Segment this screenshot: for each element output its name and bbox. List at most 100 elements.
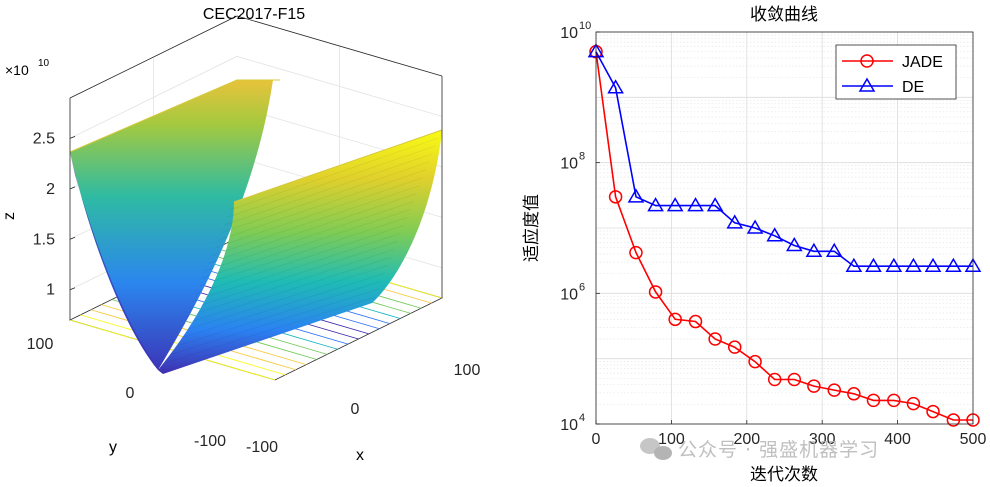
svg-text:×10: ×10: [5, 62, 29, 78]
surface-stripe: [230, 137, 439, 211]
y-tick-base: 10: [560, 25, 578, 42]
x-tick-label: 400: [884, 431, 911, 448]
legend-marker-triangle: [858, 77, 876, 92]
legend-item-jade: JADE: [842, 54, 943, 71]
surface-stripe: [186, 248, 395, 318]
watermark-text: 公众号 · 强盛机器学习: [678, 439, 879, 461]
wechat-icon: [640, 438, 672, 460]
data-point-jade: [767, 372, 782, 387]
data-point-de: [647, 197, 664, 212]
data-point-jade: [787, 372, 802, 387]
z-gridline: [69, 55, 443, 139]
data-point-de: [746, 219, 764, 234]
z-tick-mark: [69, 186, 76, 190]
contour-line: [69, 319, 276, 381]
surface-plot: 1 1.5 2 2.5 -100 0 100 -100 0 100 CEC2017-F15 x y…: [1, 6, 480, 464]
y-tick-label: -100: [194, 433, 226, 450]
legend-item-de: DE: [842, 77, 924, 96]
data-point-de: [865, 257, 882, 272]
surface-stripe: [189, 240, 398, 310]
data-point-de: [825, 242, 843, 258]
x-axis-title: 迭代次数: [750, 465, 818, 485]
legend-label-de: DE: [902, 79, 924, 96]
surface-stripe: [167, 296, 376, 363]
data-point-de: [924, 257, 942, 272]
z-axis-label: z: [1, 212, 18, 220]
y-tick-base: 10: [560, 156, 578, 173]
x-tick-label: -100: [246, 439, 278, 456]
data-point-jade: [608, 190, 623, 204]
surface-stripe: [202, 209, 411, 279]
y-tick-label: 10 10: [560, 20, 591, 42]
data-point-jade: [906, 396, 921, 411]
surface-stripe: [211, 185, 420, 256]
watermark: 公众号 · 强盛机器学习: [640, 438, 879, 461]
x-tick-label: 500: [960, 431, 987, 448]
data-point-jade: [807, 379, 821, 393]
surface-stripe: [208, 193, 417, 264]
data-point-jade: [648, 285, 663, 299]
y-axis-label: y: [109, 439, 117, 456]
surface-back-wall: [70, 80, 273, 370]
legend-label-jade: JADE: [902, 54, 943, 71]
data-point-jade: [629, 245, 643, 260]
surface-stripe: [205, 201, 414, 272]
z-tick-mark: [69, 236, 76, 240]
z-tick-label: 2: [46, 181, 55, 198]
x-tick-label: 0: [351, 401, 360, 418]
legend: JADE DE: [835, 44, 957, 100]
surface-front-wall: [158, 130, 442, 374]
convergence-title: 收敛曲线: [750, 5, 818, 25]
y-tick-exponent: 4: [579, 412, 585, 424]
surface-stripes: [167, 137, 439, 363]
data-point-de: [785, 236, 803, 252]
data-point-de: [945, 257, 962, 272]
data-point-jade: [668, 312, 682, 327]
x-tick-label: 200: [733, 431, 760, 448]
surface-stripe: [227, 145, 436, 218]
data-point-jade: [946, 413, 961, 427]
y-tick-exponent: 10: [579, 20, 591, 32]
axes-box: [69, 15, 443, 320]
data-point-jade: [708, 332, 722, 346]
data-point-de: [726, 214, 744, 229]
z-tick-label: 1.5: [33, 231, 55, 248]
y-tick-label: 0: [126, 385, 135, 402]
data-point-jade: [727, 340, 742, 354]
series-layer: [587, 43, 982, 427]
plot-border: [595, 31, 974, 425]
surface-stripe: [170, 288, 379, 356]
svg-text:10: 10: [38, 58, 50, 69]
surface-title: CEC2017-F15: [203, 6, 305, 23]
surface-stripe: [176, 272, 385, 340]
x-tick-label: 100: [454, 362, 481, 379]
surface-stripe: [173, 280, 382, 348]
x-axis-label: x: [356, 447, 364, 464]
surface-stripe: [214, 177, 424, 249]
data-point-jade: [827, 383, 842, 397]
y-tick-label: 10 4: [560, 412, 585, 434]
data-point-de: [766, 227, 784, 242]
data-point-jade: [847, 387, 861, 401]
legend-marker-circle: [860, 54, 874, 68]
data-point-de: [666, 197, 684, 212]
surface-axis-ticks: 1 1.5 2 2.5 -100 0 100 -100 0 100: [27, 130, 481, 456]
z-exponent-label: ×10 10: [5, 58, 50, 78]
data-point-de: [845, 257, 863, 272]
y-axis-title: 适应度值: [522, 194, 542, 262]
data-point-de: [905, 257, 922, 272]
data-point-de: [805, 242, 823, 258]
surface-stripe: [198, 217, 408, 287]
y-tick-exponent: 6: [579, 281, 585, 293]
z-tick-label: 1: [46, 282, 55, 299]
surface-stripe: [182, 256, 392, 325]
data-point-de: [687, 197, 704, 212]
surface-stripe: [221, 161, 430, 234]
y-tick-label: 10 8: [560, 151, 585, 173]
x-tick-label: 100: [658, 431, 685, 448]
data-point-jade: [926, 404, 940, 419]
data-point-jade: [866, 393, 881, 408]
data-point-jade: [688, 314, 703, 329]
